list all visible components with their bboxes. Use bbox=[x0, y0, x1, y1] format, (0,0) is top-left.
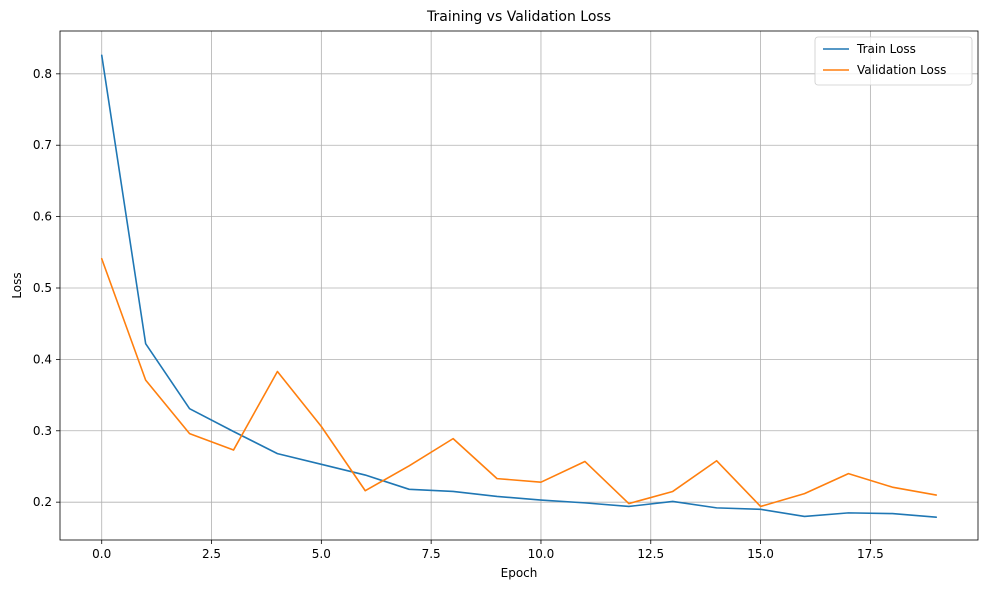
x-tick-label: 5.0 bbox=[312, 547, 331, 561]
x-tick-label: 10.0 bbox=[528, 547, 555, 561]
legend-label-validation-loss: Validation Loss bbox=[857, 63, 946, 77]
x-tick-label: 15.0 bbox=[747, 547, 774, 561]
chart-title: Training vs Validation Loss bbox=[426, 9, 611, 25]
axis-ticks: 0.0 2.5 5.0 7.5 10.0 12.5 15.0 17.5 0.2 0.3 0.4 0.5… bbox=[33, 67, 884, 561]
legend-label-train-loss: Train Loss bbox=[856, 42, 916, 56]
x-axis-label: Epoch bbox=[501, 566, 538, 580]
y-axis-label: Loss bbox=[10, 272, 24, 298]
y-tick-label: 0.2 bbox=[33, 495, 52, 509]
x-tick-label: 7.5 bbox=[422, 547, 441, 561]
legend: Train Loss Validation Loss bbox=[814, 36, 973, 86]
y-tick-label: 0.4 bbox=[33, 352, 52, 366]
y-tick-label: 0.6 bbox=[33, 210, 52, 224]
legend-box bbox=[814, 36, 973, 86]
x-tick-label: 12.5 bbox=[637, 547, 664, 561]
x-tick-label: 17.5 bbox=[857, 547, 884, 561]
series-lines bbox=[100, 54, 938, 518]
y-tick-label: 0.3 bbox=[33, 424, 52, 438]
plot-frame bbox=[59, 30, 979, 541]
series-line-validation-loss bbox=[100, 257, 938, 508]
y-tick-label: 0.8 bbox=[33, 67, 52, 81]
y-tick-label: 0.5 bbox=[33, 281, 52, 295]
x-tick-label: 2.5 bbox=[202, 547, 221, 561]
series-line-train-loss bbox=[100, 54, 938, 518]
y-tick-label: 0.7 bbox=[33, 138, 52, 152]
x-tick-label: 0.0 bbox=[92, 547, 111, 561]
grid bbox=[60, 31, 978, 540]
